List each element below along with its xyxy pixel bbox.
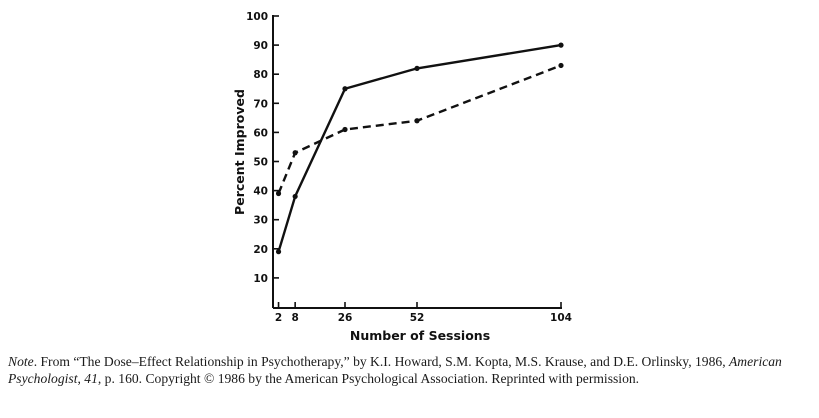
y-ticks: 10 20 30 40 50 60 70 80 90 100 [246,11,279,285]
x-ticks: 2 8 26 52 104 [275,302,572,324]
y-tick-label: 10 [253,273,268,285]
y-tick-label: 60 [253,127,268,139]
data-point [342,86,348,92]
figure-note: Note. From “The Dose–Effect Relationship… [8,353,808,387]
y-tick-label: 40 [253,186,268,198]
y-axis-label: Percent Improved [232,89,247,215]
data-point [292,193,298,200]
data-point [292,150,298,156]
x-tick-label: 52 [410,312,425,324]
note-volume: 41 [84,371,98,386]
data-point [275,190,282,197]
y-tick-label: 50 [253,157,268,169]
y-tick-label: 20 [253,244,268,256]
x-tick-label: 8 [291,312,298,324]
note-text-3: , p. 160. Copyright © 1986 by the Americ… [97,371,640,386]
note-text-2: , [77,371,85,386]
line-chart: 10 20 30 40 50 60 70 80 90 100 2 8 26 52 104 Percent … [232,11,572,343]
data-point [414,65,420,71]
dashed-series-line [277,64,562,194]
data-point [558,42,564,48]
data-point [414,118,420,124]
x-tick-label: 2 [275,312,282,324]
y-tick-label: 30 [253,215,268,227]
solid-series-line [277,43,562,253]
note-text-1: . From “The Dose–Effect Relationship in … [33,354,729,369]
y-tick-label: 100 [246,11,268,23]
x-axis-label: Number of Sessions [350,328,490,343]
plot-area [275,42,564,255]
x-tick-label: 26 [338,312,353,324]
y-tick-label: 70 [253,98,268,110]
note-journal: American Psychologist [8,354,782,386]
x-tick-label: 104 [550,312,572,324]
y-tick-label: 90 [253,40,268,52]
data-point [275,249,282,255]
data-point [342,126,348,133]
note-label: Note [8,354,34,369]
y-tick-label: 80 [253,69,268,81]
data-point [558,62,564,69]
